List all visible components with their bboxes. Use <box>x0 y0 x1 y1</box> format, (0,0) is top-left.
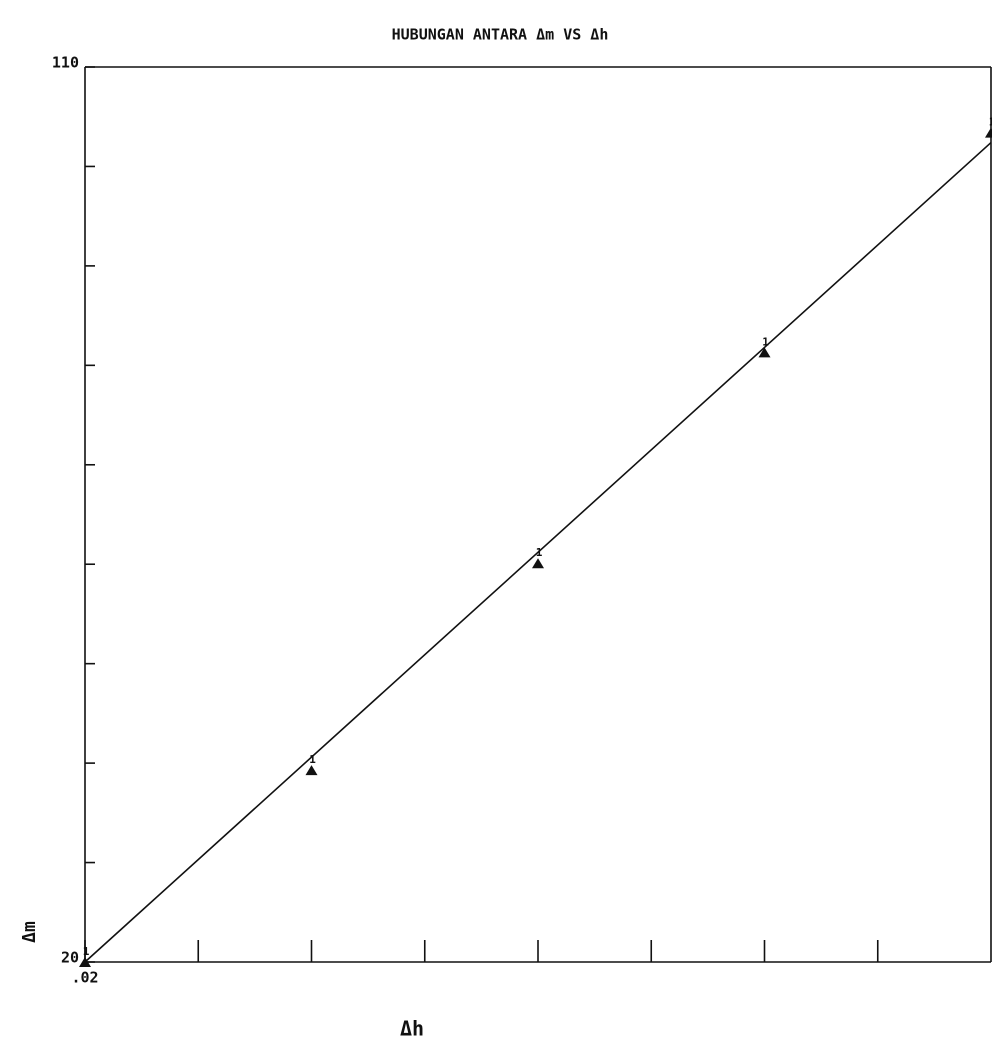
y-axis-label: Δm <box>19 921 40 943</box>
point-label: 1 <box>83 945 90 958</box>
data-point <box>306 765 318 775</box>
x-axis-label: Δh <box>400 1017 424 1041</box>
y-tick-label: 110 <box>52 54 79 72</box>
data-point <box>985 128 992 138</box>
chart-title: HUBUNGAN ANTARA Δm VS Δh <box>392 26 609 44</box>
data-point <box>532 558 544 568</box>
point-label: 1 <box>536 546 543 559</box>
x-tick-label: .02 <box>71 969 98 987</box>
chart: HUBUNGAN ANTARA Δm VS Δh Δh Δm 20 110 .02 1… <box>0 0 992 1044</box>
data-point <box>759 347 771 357</box>
point-label: 1 <box>309 753 316 766</box>
y-tick-label: 20 <box>61 949 79 967</box>
point-label: 1 <box>762 335 769 348</box>
